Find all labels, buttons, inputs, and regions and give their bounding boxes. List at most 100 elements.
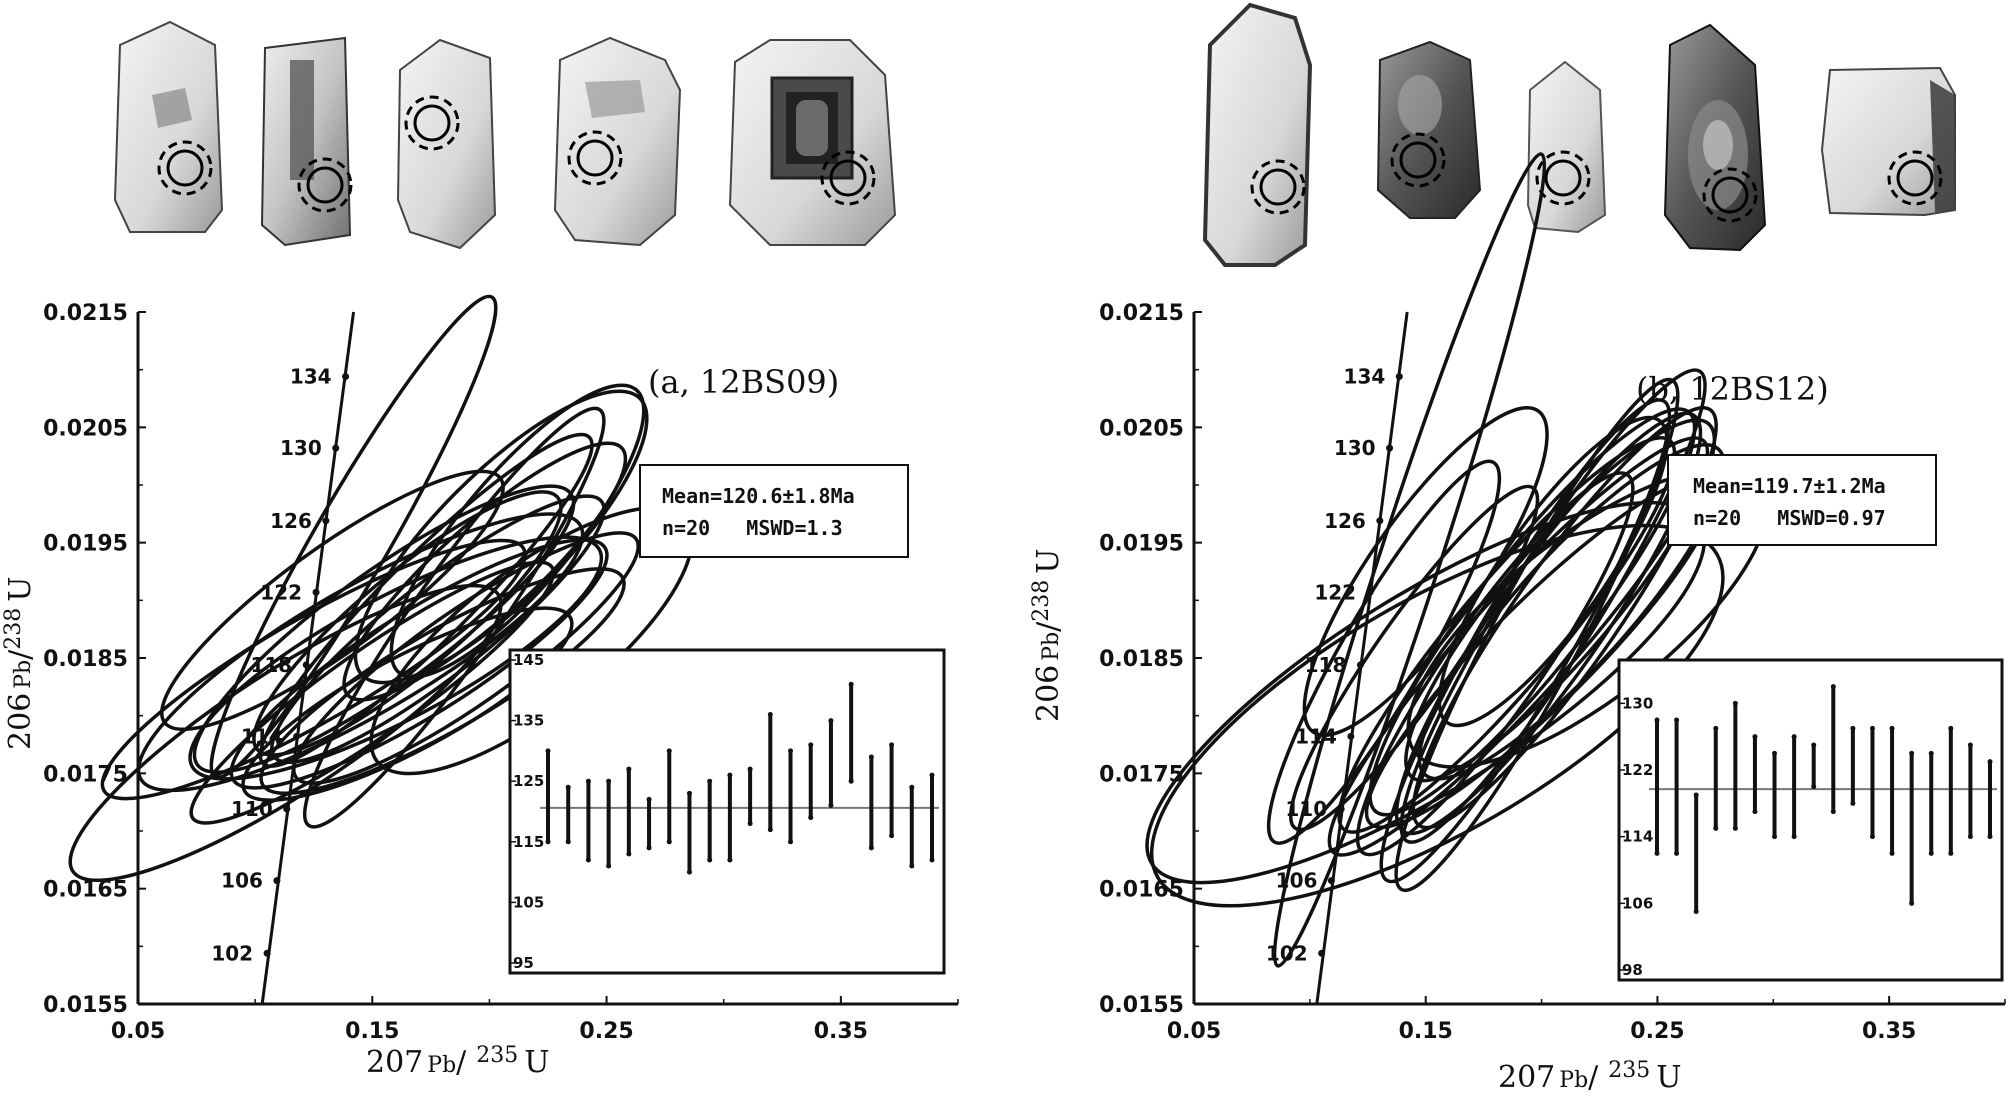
- inset-errorbar-top-a: [788, 748, 794, 754]
- inset-chart-a: 145 135 125 115 105 95: [508, 648, 946, 975]
- x-ticks-a: 0.05 0.15 0.25 0.35: [111, 996, 959, 1044]
- y-tick-label-b: 0.0155: [1099, 993, 1184, 1018]
- inset-ytick-label-b: 114: [1622, 828, 1653, 846]
- concordia-age-marker-b: [1366, 588, 1374, 596]
- concordia-age-marker-a: [322, 517, 330, 525]
- inset-errorbar-bottom-a: [606, 863, 612, 869]
- zircon-grain-b4: [1663, 23, 1767, 252]
- y-ticks-b: 0.0215 0.0205 0.0195 0.0185 0.0175 0.0165 0.01…: [1099, 301, 1202, 1018]
- concordia-age-label-b: 110: [1285, 797, 1327, 821]
- inset-ytick-label-a: 125: [513, 772, 544, 790]
- x-label-sep-b: /: [1588, 1060, 1599, 1095]
- zircon-grain-a4: [553, 36, 682, 247]
- error-ellipse-a: [342, 441, 628, 702]
- inset-errorbar-bottom-a: [666, 839, 672, 845]
- concordia-markers-b: 102 106 110 114 118 122 126 130 134: [1266, 365, 1403, 965]
- inset-errorbar-bottom-a: [545, 839, 551, 845]
- error-ellipse-a: [302, 406, 606, 829]
- inset-errorbar-top-a: [767, 712, 773, 718]
- concordia-age-label-a: 110: [231, 797, 273, 821]
- y-tick-label-b: 0.0175: [1099, 762, 1184, 787]
- inset-errorbar-bottom-a: [868, 845, 874, 851]
- inset-ytick-label-a: 135: [513, 712, 544, 730]
- error-ellipse-b: [1379, 398, 1672, 884]
- zircon-grain-b1: [1202, 2, 1313, 267]
- error-ellipse-a: [241, 606, 574, 802]
- inset-errorbar-top-b: [1967, 742, 1973, 748]
- inset-errorbar-top-a: [626, 766, 632, 772]
- concordia-panel-b: 102 106 110 114 118 122 126 130 134 0.0215 0.0205…: [1029, 152, 2006, 1095]
- y-axis-title-b: 206 Pb/238 U: [1029, 548, 1066, 722]
- inset-errorbar-top-a: [848, 681, 854, 687]
- ellipses-a: [68, 294, 694, 883]
- concordia-age-label-b: 122: [1314, 580, 1356, 604]
- x-label-el1-b: Pb: [1559, 1068, 1588, 1093]
- concordia-age-label-a: 126: [270, 509, 312, 533]
- inset-errorbar-bottom-a: [848, 778, 854, 784]
- inset-errorbar-top-b: [1948, 725, 1954, 731]
- inset-errorbar-top-b: [1850, 725, 1856, 731]
- inset-yticks-b: 130 122 114 106 98: [1619, 694, 1653, 979]
- concordia-age-label-a: 106: [221, 869, 263, 893]
- inset-errorbars-a: [545, 681, 935, 875]
- inset-errorbar-top-a: [868, 754, 874, 760]
- concordia-panel-a: 102 106 110 114 118 122 126 130 134 0.0215 0.0205…: [1, 294, 959, 1080]
- x-tick-label-b: 0.25: [1630, 1019, 1684, 1044]
- inset-errorbar-bottom-b: [1928, 850, 1934, 856]
- concordia-age-marker-a: [302, 661, 310, 669]
- inset-errorbar-bottom-b: [1713, 825, 1719, 831]
- inset-ytick-label-b: 122: [1622, 761, 1653, 779]
- inset-errorbar-bottom-a: [808, 815, 814, 821]
- inset-errorbar-top-b: [1772, 750, 1778, 756]
- x-tick-label-a: 0.15: [345, 1019, 399, 1044]
- y-tick-label-a: 0.0205: [43, 416, 128, 441]
- concordia-age-marker-a: [273, 877, 281, 885]
- inset-errorbar-bottom-b: [1967, 834, 1973, 840]
- x-label-mass2-a: 235: [476, 1043, 518, 1068]
- x-label-mass1-a: 207: [366, 1045, 423, 1080]
- concordia-age-marker-a: [342, 373, 350, 381]
- concordia-age-label-a: 130: [280, 436, 322, 460]
- inset-errorbar-top-b: [1752, 734, 1758, 740]
- inset-errorbar-top-b: [1909, 750, 1915, 756]
- y-label-el1-a: Pb: [11, 660, 36, 689]
- inset-errorbar-bottom-a: [929, 857, 935, 863]
- inset-ytick-label-a: 105: [513, 893, 544, 911]
- y-tick-label-a: 0.0165: [43, 878, 128, 903]
- x-tick-label-b: 0.15: [1399, 1019, 1453, 1044]
- y-tick-label-a: 0.0215: [43, 301, 128, 326]
- concordia-age-marker-b: [1318, 949, 1326, 957]
- inset-frame-a: [508, 648, 946, 975]
- error-ellipse-b: [1149, 523, 1725, 908]
- concordia-age-marker-a: [293, 732, 301, 740]
- inset-errorbar-top-b: [1674, 717, 1680, 723]
- inset-errorbar-bottom-b: [1987, 834, 1993, 840]
- inset-chart-b: 130 122 114 106 98: [1617, 658, 2004, 982]
- concordia-age-marker-a: [283, 805, 291, 813]
- x-tick-label-a: 0.25: [579, 1019, 633, 1044]
- inset-errorbar-bottom-b: [1909, 900, 1915, 906]
- inset-errorbar-bottom-a: [909, 863, 915, 869]
- error-ellipse-a: [100, 538, 527, 801]
- inset-errorbar-top-a: [727, 772, 733, 778]
- y-label-mass1-b: 206: [1031, 665, 1066, 722]
- concordia-age-marker-b: [1337, 805, 1345, 813]
- inset-ytick-label-a: 145: [513, 651, 544, 669]
- concordia-line-b: [1315, 311, 1409, 1005]
- error-ellipse-b: [1302, 406, 1549, 737]
- inset-errorbar-bottom-b: [1674, 850, 1680, 856]
- error-ellipse-b: [1404, 418, 1717, 783]
- stats-n-mswd-a: n=20 MSWD=1.3: [662, 516, 843, 540]
- error-ellipse-b: [1399, 368, 1707, 844]
- zircon-grain-b2: [1376, 40, 1482, 219]
- concordia-age-marker-b: [1356, 661, 1364, 669]
- inset-errorbar-top-a: [929, 772, 935, 778]
- ellipses-b: [1145, 152, 1770, 968]
- inset-errorbar-top-a: [646, 796, 652, 802]
- inset-errorbar-bottom-b: [1811, 784, 1817, 790]
- zircon-grain-b3: [1526, 60, 1607, 234]
- inset-errorbar-top-b: [1732, 700, 1738, 706]
- error-ellipse-a: [229, 537, 609, 790]
- error-ellipse-a: [252, 490, 563, 757]
